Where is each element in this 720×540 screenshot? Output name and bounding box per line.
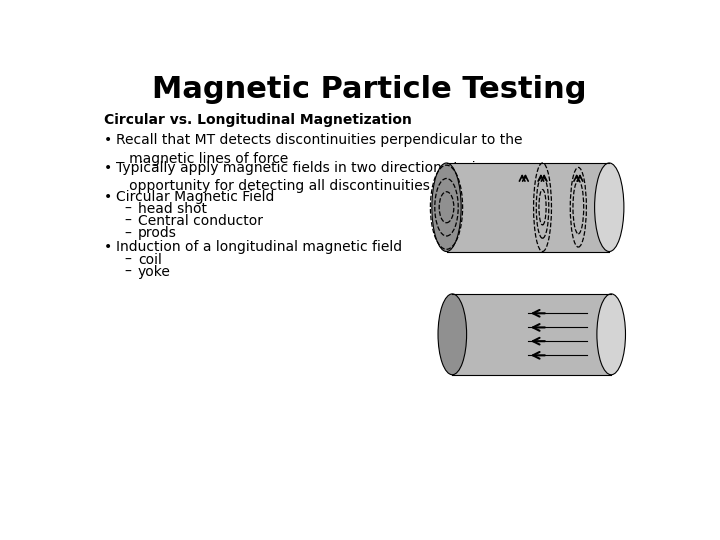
Text: Central conductor: Central conductor <box>138 214 263 228</box>
Text: –: – <box>124 253 131 267</box>
Ellipse shape <box>597 294 626 375</box>
Text: –: – <box>124 226 131 240</box>
Text: Magnetic Particle Testing: Magnetic Particle Testing <box>152 75 586 104</box>
Text: Circular vs. Longitudinal Magnetization: Circular vs. Longitudinal Magnetization <box>104 113 412 127</box>
Text: head shot: head shot <box>138 202 207 216</box>
Text: prods: prods <box>138 226 177 240</box>
Text: •: • <box>104 240 112 254</box>
Ellipse shape <box>595 163 624 252</box>
Text: yoke: yoke <box>138 265 171 279</box>
Ellipse shape <box>438 294 467 375</box>
Text: •: • <box>104 133 112 147</box>
Text: –: – <box>124 202 131 216</box>
Text: •: • <box>104 161 112 175</box>
Text: Typically apply magnetic fields in two directions to improve
   opportunity for : Typically apply magnetic fields in two d… <box>117 161 529 193</box>
Bar <box>452 294 611 375</box>
Text: •: • <box>104 190 112 204</box>
Text: –: – <box>124 265 131 279</box>
Text: Recall that MT detects discontinuities perpendicular to the
   magnetic lines of: Recall that MT detects discontinuities p… <box>117 133 523 166</box>
Text: Circular Magnetic Field: Circular Magnetic Field <box>117 190 275 204</box>
Text: Induction of a longitudinal magnetic field: Induction of a longitudinal magnetic fie… <box>117 240 402 254</box>
Text: –: – <box>124 214 131 228</box>
Ellipse shape <box>432 163 461 252</box>
Bar <box>446 163 609 252</box>
Text: coil: coil <box>138 253 162 267</box>
